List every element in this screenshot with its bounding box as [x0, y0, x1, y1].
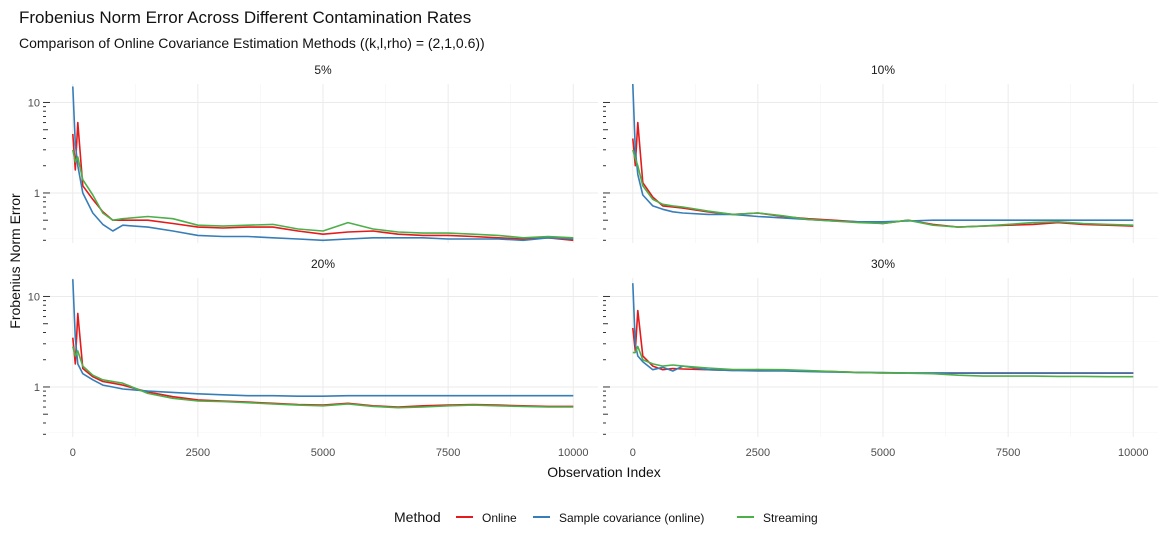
x-tick-label: 2500	[746, 447, 770, 459]
facet-panel: 10%	[603, 63, 1158, 243]
facet-panel: 20% 1 10 0 2500 5000 7500 10000	[28, 257, 598, 459]
series-line	[632, 149, 1134, 228]
x-tick-label: 5000	[311, 447, 335, 459]
facet-label: 5%	[314, 63, 332, 77]
legend-label: Streaming	[763, 511, 818, 525]
y-tick-label: 1	[34, 382, 40, 394]
chart-title: Frobenius Norm Error Across Different Co…	[19, 8, 471, 27]
chart-subtitle: Comparison of Online Covariance Estimati…	[19, 35, 485, 51]
series-line	[72, 279, 574, 397]
series-line	[72, 86, 574, 242]
x-tick-label: 10000	[558, 447, 589, 459]
y-tick-label: 10	[28, 97, 40, 109]
x-tick-label: 0	[630, 447, 636, 459]
facet-panel: 5% 1 10	[28, 63, 598, 243]
series-line	[72, 346, 574, 409]
y-tick-label: 10	[28, 291, 40, 303]
legend-label: Online	[482, 511, 517, 525]
facet-panels: 5% 1 10 10% 20% 1 10 0 2500 5000 7500 10000 30% 0 2500…	[28, 63, 1158, 459]
facet-label: 20%	[311, 257, 335, 271]
series-line	[632, 345, 1134, 378]
facet-label: 30%	[871, 257, 895, 271]
x-tick-label: 7500	[996, 447, 1020, 459]
x-tick-label: 7500	[436, 447, 460, 459]
series-line	[72, 149, 574, 239]
x-axis-title: Observation Index	[547, 464, 661, 480]
series-line	[72, 121, 574, 242]
x-tick-label: 10000	[1118, 447, 1149, 459]
facet-panel: 30% 0 2500 5000 7500 10000	[603, 257, 1158, 459]
x-tick-label: 2500	[186, 447, 210, 459]
facet-label: 10%	[871, 63, 895, 77]
y-tick-label: 1	[34, 188, 40, 200]
legend-title: Method	[394, 509, 441, 525]
x-tick-label: 0	[70, 447, 76, 459]
x-tick-label: 5000	[871, 447, 895, 459]
legend-label: Sample covariance (online)	[559, 511, 704, 525]
y-axis-title: Frobenius Norm Error	[7, 193, 23, 329]
legend: Method Online Sample covariance (online) S…	[394, 509, 818, 525]
